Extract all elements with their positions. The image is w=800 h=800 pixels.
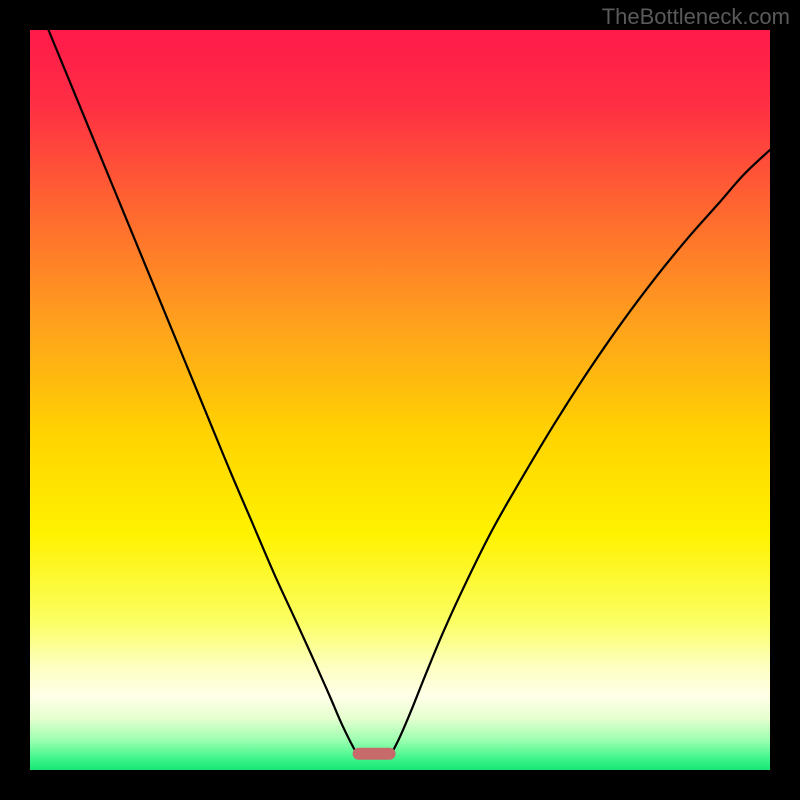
bottleneck-chart [0,0,800,800]
plot-gradient-background [30,30,770,770]
chart-container: TheBottleneck.com [0,0,800,800]
watermark-text: TheBottleneck.com [602,4,790,30]
bottom-marker [353,748,396,760]
